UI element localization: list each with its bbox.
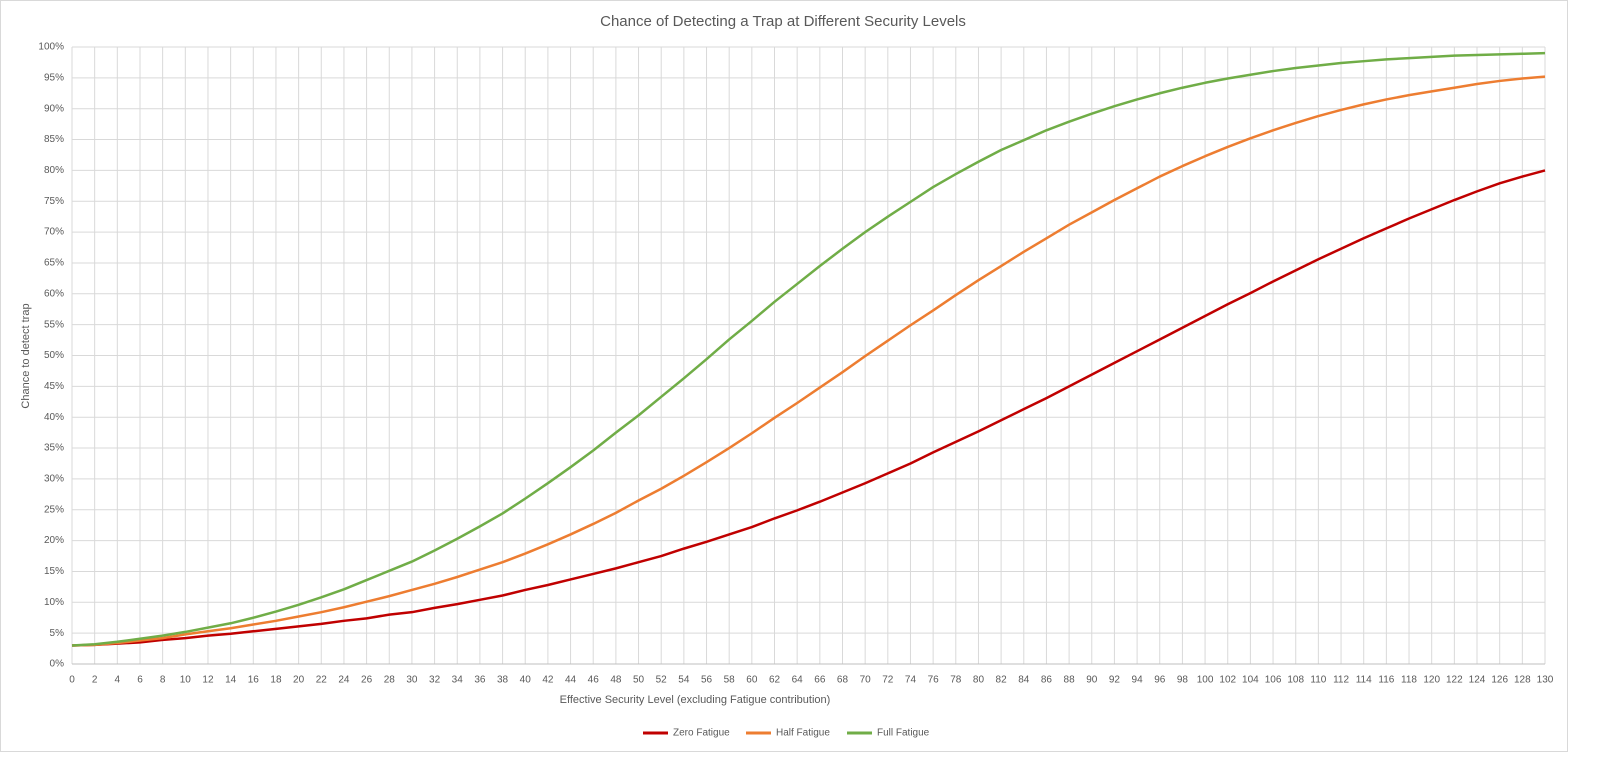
y-tick-label: 10% [44, 597, 64, 608]
chart-title: Chance of Detecting a Trap at Different … [600, 13, 966, 30]
x-tick-label: 12 [202, 675, 214, 686]
y-tick-label: 75% [44, 196, 64, 207]
x-tick-label: 106 [1265, 675, 1282, 686]
x-tick-label: 110 [1310, 675, 1326, 686]
series-line [71, 169, 1546, 647]
x-tick-label: 24 [338, 675, 350, 686]
x-tick-label: 126 [1491, 675, 1508, 686]
x-tick-label: 44 [565, 675, 577, 686]
y-tick-label: 25% [44, 504, 64, 515]
x-tick-label: 2 [92, 675, 98, 686]
y-tick-label: 0% [50, 659, 65, 670]
x-tick-label: 74 [905, 675, 917, 686]
x-tick-label: 102 [1219, 675, 1236, 686]
y-tick-label: 35% [44, 443, 64, 454]
x-tick-label: 50 [633, 675, 645, 686]
x-tick-label: 22 [316, 675, 328, 686]
x-tick-label: 64 [792, 675, 804, 686]
x-tick-label: 28 [384, 675, 396, 686]
x-tick-label: 114 [1356, 675, 1372, 686]
x-tick-label: 94 [1132, 675, 1144, 686]
series-line [71, 75, 1546, 647]
x-tick-label: 52 [656, 675, 668, 686]
series-line [71, 51, 1546, 647]
y-tick-label: 85% [44, 134, 64, 145]
x-tick-label: 76 [928, 675, 940, 686]
y-tick-label: 40% [44, 412, 64, 423]
y-tick-label: 50% [44, 350, 64, 361]
y-tick-label: 15% [44, 566, 64, 577]
x-tick-label: 6 [137, 675, 143, 686]
x-tick-label: 80 [973, 675, 985, 686]
x-tick-label: 60 [746, 675, 758, 686]
x-tick-label: 62 [769, 675, 781, 686]
x-tick-label: 130 [1537, 675, 1554, 686]
x-tick-label: 90 [1086, 675, 1098, 686]
x-tick-label: 98 [1177, 675, 1189, 686]
y-axis-label: Chance to detect trap [20, 303, 32, 408]
x-tick-label: 56 [701, 675, 713, 686]
x-tick-label: 100 [1197, 675, 1214, 686]
legend-label: Full Fatigue [877, 728, 930, 739]
y-tick-label: 20% [44, 535, 64, 546]
y-tick-label: 70% [44, 227, 64, 238]
x-tick-label: 32 [429, 675, 441, 686]
x-tick-label: 30 [406, 675, 418, 686]
x-tick-label: 46 [588, 675, 600, 686]
y-tick-label: 45% [44, 381, 64, 392]
x-tick-label: 92 [1109, 675, 1121, 686]
x-tick-label: 120 [1423, 675, 1440, 686]
x-tick-label: 8 [160, 675, 166, 686]
y-tick-label: 65% [44, 258, 64, 269]
x-tick-label: 10 [180, 675, 192, 686]
x-tick-label: 124 [1469, 675, 1486, 686]
x-tick-label: 116 [1378, 675, 1394, 686]
x-tick-label: 82 [996, 675, 1008, 686]
x-tick-label: 96 [1154, 675, 1166, 686]
y-tick-label: 95% [44, 72, 64, 83]
y-tick-label: 100% [38, 42, 64, 53]
x-tick-label: 16 [248, 675, 260, 686]
x-tick-label: 48 [610, 675, 622, 686]
y-tick-label: 55% [44, 319, 64, 330]
y-tick-label: 60% [44, 288, 64, 299]
x-tick-label: 128 [1514, 675, 1531, 686]
x-tick-label: 108 [1287, 675, 1304, 686]
x-tick-label: 4 [115, 675, 121, 686]
x-tick-label: 70 [860, 675, 872, 686]
x-tick-label: 78 [950, 675, 962, 686]
x-tick-label: 40 [520, 675, 532, 686]
x-tick-label: 86 [1041, 675, 1053, 686]
x-tick-label: 104 [1242, 675, 1259, 686]
chart-border [0, 0, 1568, 752]
x-tick-label: 112 [1333, 675, 1349, 686]
x-tick-label: 66 [814, 675, 826, 686]
legend-label: Half Fatigue [776, 728, 830, 739]
x-tick-label: 42 [542, 675, 554, 686]
x-tick-label: 88 [1064, 675, 1076, 686]
x-tick-label: 122 [1446, 675, 1463, 686]
x-tick-label: 36 [474, 675, 486, 686]
x-tick-label: 26 [361, 675, 373, 686]
x-tick-label: 118 [1401, 675, 1417, 686]
legend-label: Zero Fatigue [673, 728, 730, 739]
x-tick-label: 34 [452, 675, 464, 686]
y-tick-label: 5% [50, 628, 65, 639]
x-tick-label: 72 [882, 675, 894, 686]
x-tick-label: 54 [678, 675, 690, 686]
x-tick-label: 84 [1018, 675, 1030, 686]
y-tick-label: 80% [44, 165, 64, 176]
y-tick-label: 90% [44, 103, 64, 114]
x-tick-label: 38 [497, 675, 509, 686]
y-tick-label: 30% [44, 474, 64, 485]
x-tick-label: 0 [69, 675, 75, 686]
x-tick-label: 68 [837, 675, 849, 686]
x-tick-label: 18 [270, 675, 282, 686]
x-tick-label: 58 [724, 675, 736, 686]
x-axis-label: Effective Security Level (excluding Fati… [560, 694, 831, 706]
x-tick-label: 20 [293, 675, 305, 686]
x-tick-label: 14 [225, 675, 237, 686]
